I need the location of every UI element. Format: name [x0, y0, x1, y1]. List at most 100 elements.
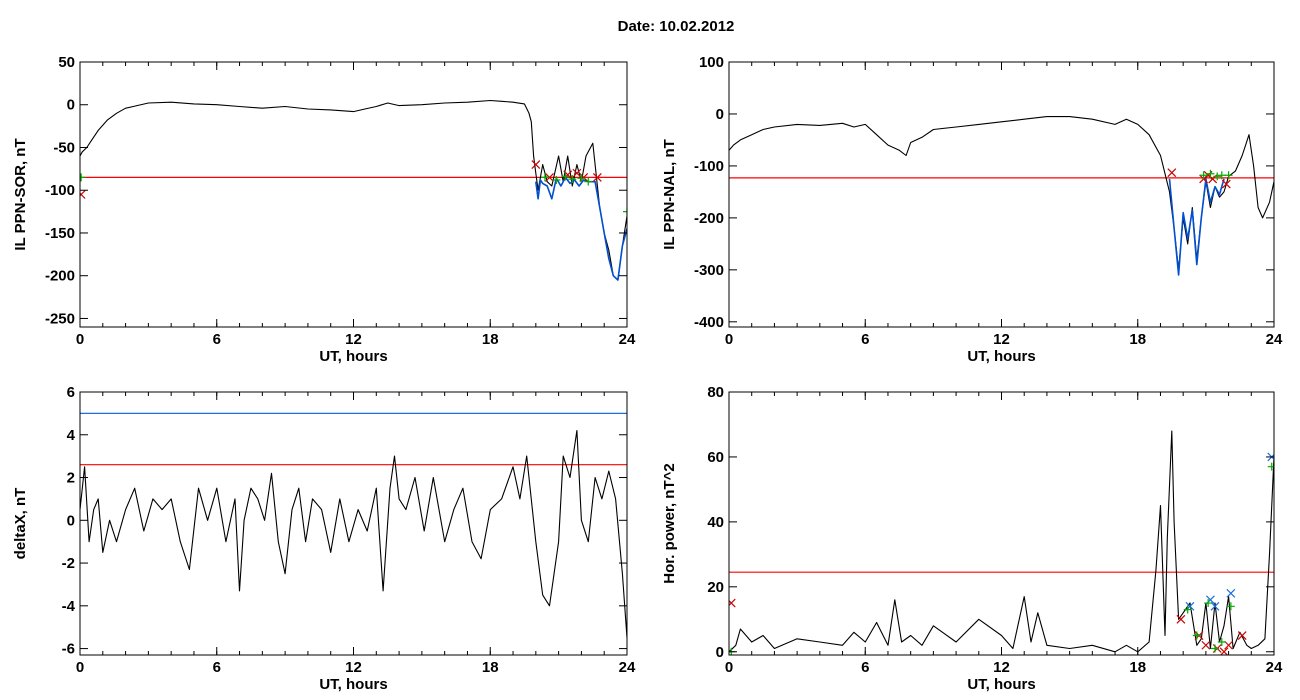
x-tick-label: 12 [345, 659, 362, 676]
y-axis-title: IL PPN-NAL, nT [661, 139, 678, 250]
y-tick-label: -2 [62, 555, 75, 572]
x-tick-label: 6 [213, 659, 221, 676]
y-tick-label: 80 [707, 384, 724, 401]
series-line [80, 429, 627, 638]
data-marker [1204, 599, 1213, 608]
series-line [729, 116, 1274, 271]
data-marker [1183, 605, 1192, 614]
x-tick-label: 0 [725, 659, 733, 676]
y-tick-label: 0 [67, 97, 75, 114]
x-tick-label: 18 [1129, 659, 1146, 676]
data-marker [540, 173, 549, 182]
y-tick-label: -300 [694, 262, 724, 279]
data-marker [545, 172, 554, 182]
series-line [729, 430, 1274, 653]
data-marker [1213, 172, 1222, 181]
chart-panel-3: 0 6 12 18 24 6 4 2 0 -2 -4 -6 UT, hours deltaX, nT [12, 384, 636, 693]
x-tick-label: 6 [213, 331, 221, 348]
data-marker [80, 190, 86, 199]
y-tick-label: -150 [45, 225, 75, 242]
y-tick-label: 4 [67, 427, 76, 444]
plot-frame [79, 391, 628, 656]
x-tick-label: 18 [482, 659, 499, 676]
y-tick-label: -200 [45, 268, 75, 285]
y-axis-title: Hor. power, nT^2 [661, 463, 678, 583]
series-group [80, 99, 627, 281]
y-tick-label: 0 [716, 106, 724, 123]
data-marker [623, 207, 627, 216]
x-tick-label: 12 [345, 331, 362, 348]
data-marker [1210, 601, 1220, 611]
x-tick-label: 6 [861, 659, 869, 676]
series-group [729, 116, 1274, 276]
data-marker [1201, 640, 1211, 650]
series-group [80, 429, 627, 638]
data-marker [1199, 171, 1208, 180]
x-tick-label: 0 [76, 659, 84, 676]
data-marker [568, 175, 577, 184]
series-line [80, 99, 627, 281]
y-tick-label: -50 [53, 139, 75, 156]
y-tick-label: -200 [694, 210, 724, 227]
data-marker [584, 177, 593, 186]
y-tick-label: 100 [699, 54, 724, 71]
y-tick-label: 0 [67, 512, 75, 529]
y-tick-label: 2 [67, 470, 75, 487]
y-tick-label: 60 [707, 449, 724, 466]
y-tick-label: 20 [707, 579, 724, 596]
series-line [1168, 178, 1225, 276]
x-axis-title: UT, hours [967, 676, 1035, 693]
y-tick-label: -4 [62, 598, 76, 615]
data-marker [729, 598, 736, 608]
data-marker [1267, 462, 1274, 471]
series-line [535, 176, 627, 281]
plot-frame [79, 61, 628, 328]
x-tick-label: 24 [619, 331, 636, 348]
x-tick-label: 0 [76, 331, 84, 348]
data-marker [1237, 631, 1247, 640]
data-marker [1226, 602, 1235, 611]
data-marker [531, 160, 541, 170]
series-group [729, 430, 1274, 655]
x-tick-label: 24 [1266, 659, 1283, 676]
y-axis-title: IL PPN-SOR, nT [12, 138, 29, 250]
page-title: Date: 10.02.2012 [617, 18, 735, 35]
data-marker [1221, 179, 1231, 189]
data-marker [1167, 168, 1177, 178]
y-tick-label: -6 [62, 641, 75, 658]
x-tick-label: 12 [993, 331, 1010, 348]
x-tick-label: 24 [1266, 331, 1283, 348]
y-tick-label: -250 [45, 310, 75, 327]
data-marker [552, 175, 561, 184]
y-tick-label: -100 [694, 158, 724, 175]
data-marker [1206, 169, 1215, 178]
y-tick-label: 40 [707, 514, 724, 531]
data-marker [1217, 638, 1226, 647]
x-axis-title: UT, hours [319, 676, 387, 693]
data-marker [1226, 588, 1236, 598]
x-tick-label: 12 [993, 659, 1010, 676]
data-marker [1224, 640, 1234, 650]
y-axis-title: deltaX, nT [12, 488, 29, 560]
data-marker [1210, 644, 1219, 653]
data-marker [80, 173, 86, 182]
y-tick-label: 6 [67, 384, 75, 401]
y-tick-label: -100 [45, 182, 75, 199]
chart-panel-1: 0 6 12 18 24 50 0 -50 -100 -150 -200 -250 UT, hours I… [12, 54, 636, 365]
chart-panel-2: 0 6 12 18 24 100 0 -100 -200 -300 -400 UT, hours IL … [661, 54, 1283, 365]
data-marker [561, 172, 570, 181]
data-marker [572, 168, 582, 178]
x-tick-label: 0 [725, 331, 733, 348]
data-marker [1224, 171, 1233, 180]
x-axis-title: UT, hours [967, 348, 1035, 365]
data-marker [577, 174, 586, 183]
data-marker [1192, 631, 1201, 640]
data-marker [1219, 647, 1229, 655]
x-tick-label: 6 [861, 331, 869, 348]
x-axis-title: UT, hours [319, 348, 387, 365]
x-tick-label: 18 [482, 331, 499, 348]
x-tick-label: 24 [619, 659, 636, 676]
y-tick-label: 0 [716, 644, 724, 661]
plot-frame [728, 61, 1275, 328]
